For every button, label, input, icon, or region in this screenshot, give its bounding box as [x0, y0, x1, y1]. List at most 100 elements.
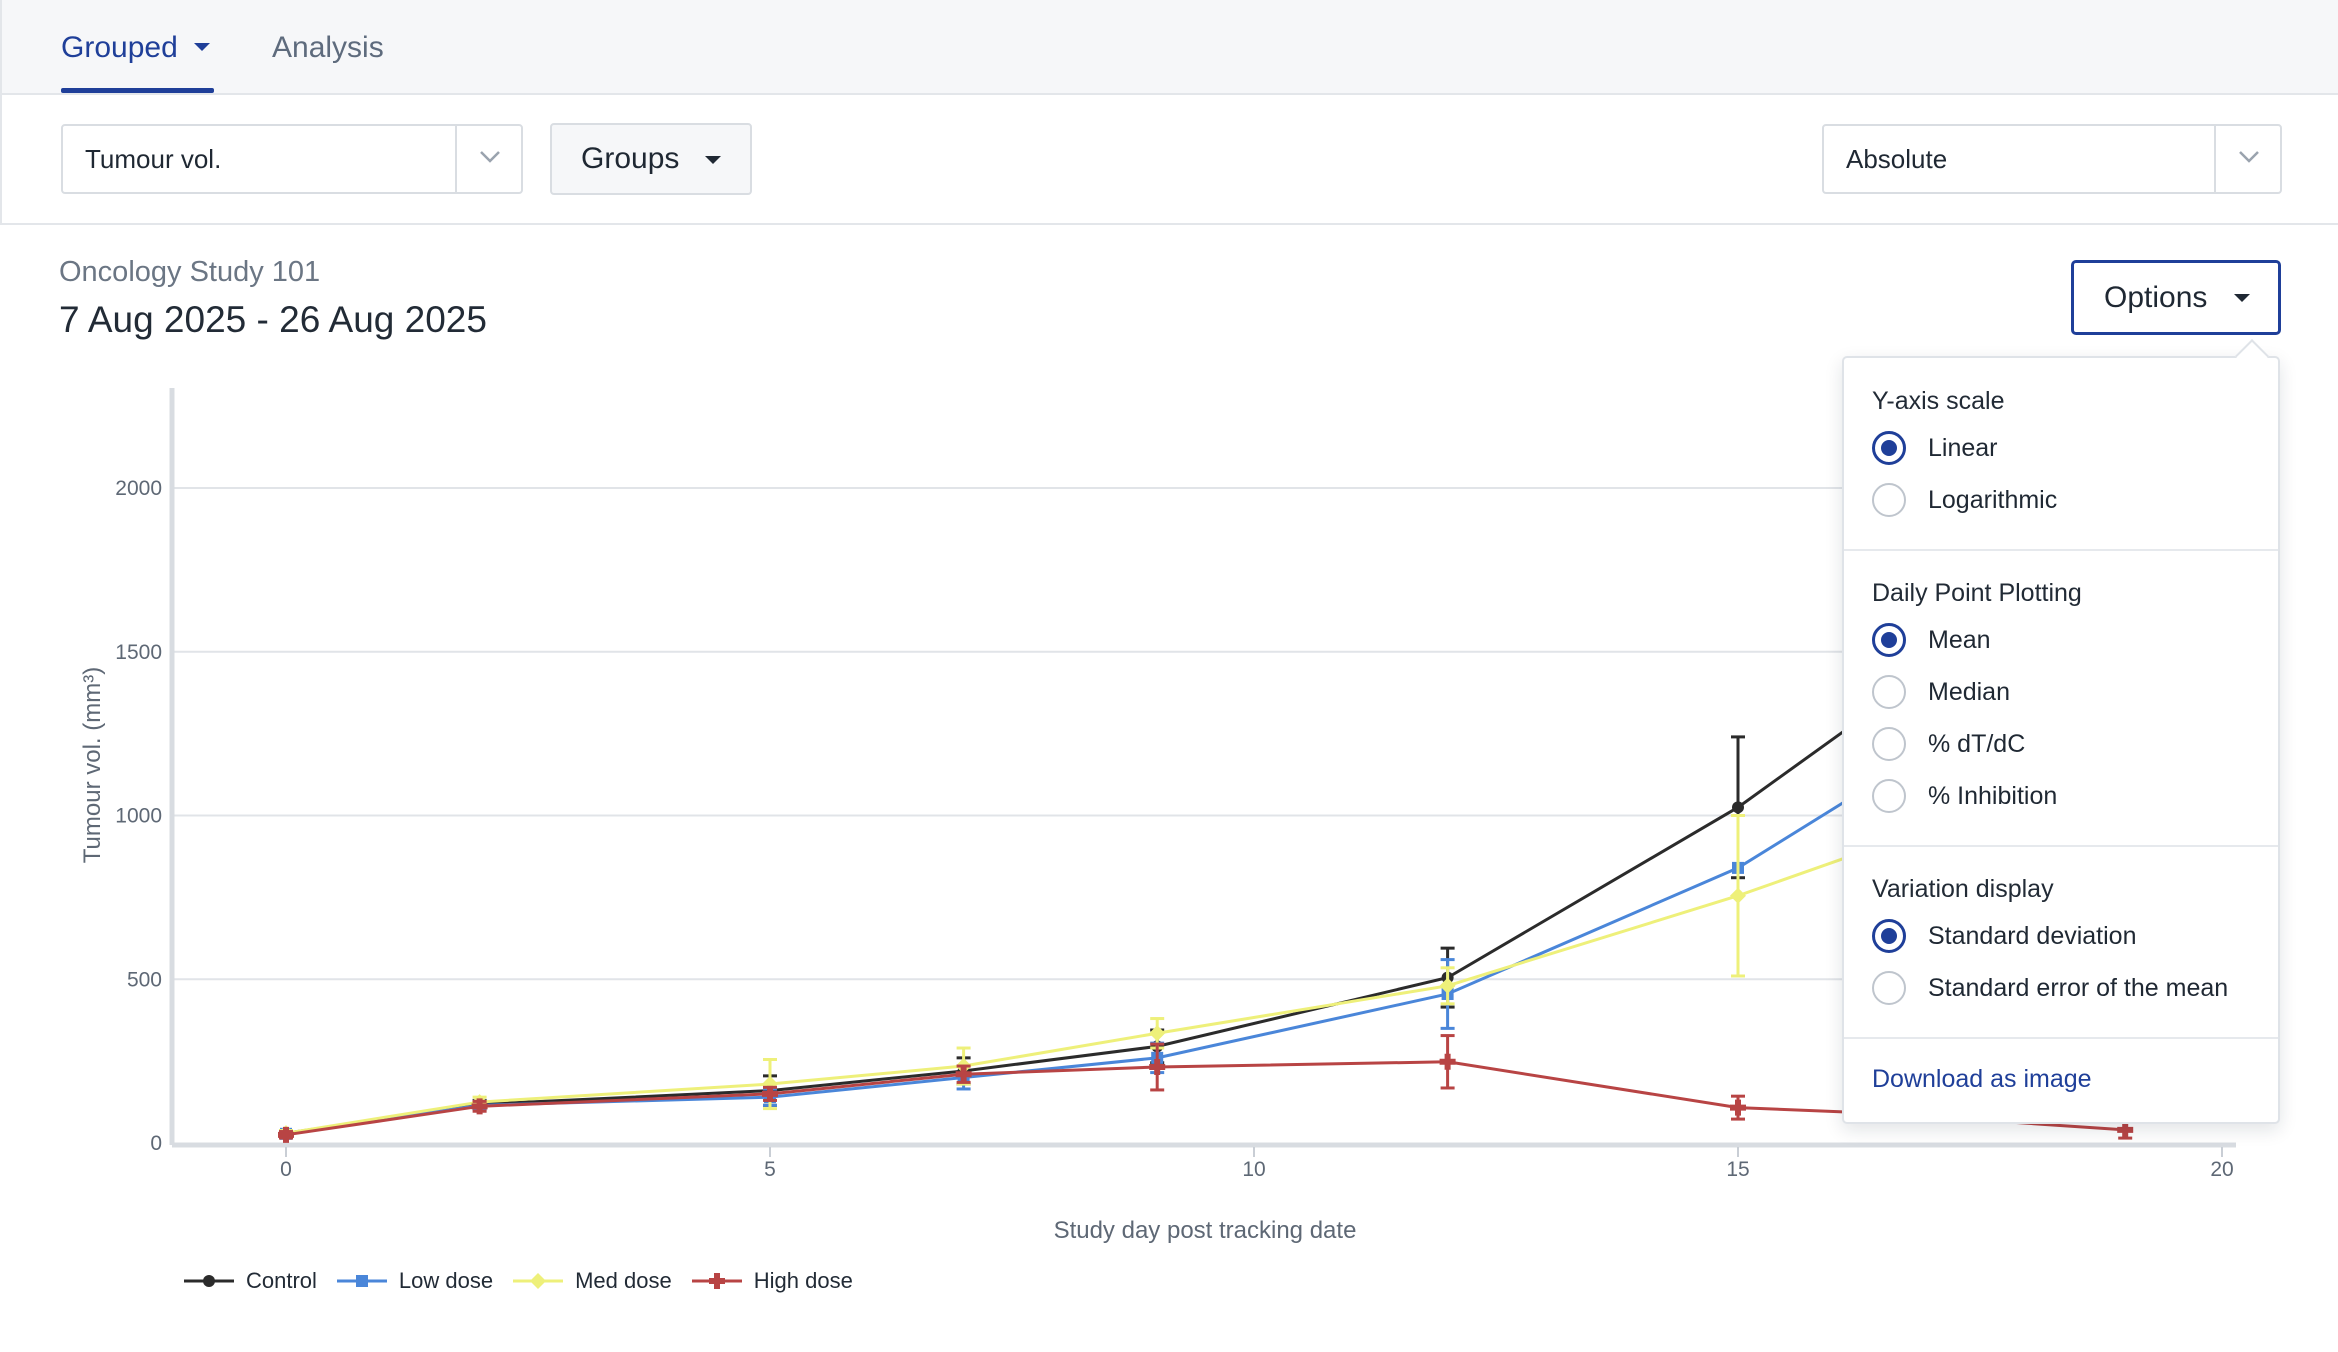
tab-grouped[interactable]: Grouped: [61, 28, 210, 68]
radio-label: % Inhibition: [1928, 781, 2058, 810]
data-point: [471, 1098, 488, 1115]
section-title-variation-display: Variation display: [1872, 875, 2054, 903]
y-tick-label: 1000: [115, 805, 162, 828]
section-title-y-axis-scale: Y-axis scale: [1872, 387, 2005, 415]
radio-label: Mean: [1928, 625, 1991, 654]
legend-item-high-dose[interactable]: High dose: [690, 1268, 853, 1294]
radio-label: Standard error of the mean: [1928, 973, 2229, 1002]
study-name: Oncology Study 101: [59, 256, 321, 288]
radio-unselected-icon[interactable]: [1872, 727, 1906, 761]
data-point: [1149, 1025, 1166, 1042]
tab-analysis-label: Analysis: [272, 31, 384, 64]
radio-option-logarithmic[interactable]: Logarithmic: [1872, 482, 2057, 518]
legend-swatch-icon: [691, 1273, 742, 1289]
radio-unselected-icon[interactable]: [1872, 675, 1906, 709]
radio-option-mean[interactable]: Mean: [1872, 622, 1991, 658]
legend-label: Control: [246, 1268, 317, 1293]
radio-selected-icon[interactable]: [1872, 431, 1906, 465]
panel-divider: [1844, 1037, 2278, 1039]
legend-swatch-icon: [513, 1273, 564, 1289]
y-tick-label: 0: [150, 1132, 162, 1155]
tab-analysis[interactable]: Analysis: [272, 28, 384, 68]
tab-bar: Grouped Analysis: [0, 0, 2338, 95]
tumour-volume-chart: 0 500 1000 1500 2000 0 5 10 15 20 Study day post …: [0, 360, 2338, 1260]
caret-down-icon: [2234, 294, 2250, 302]
scale-select-toggle[interactable]: [2214, 126, 2280, 192]
radio-option-inhibition[interactable]: % Inhibition: [1872, 778, 2057, 814]
legend-item-med-dose[interactable]: Med dose: [511, 1268, 672, 1294]
groups-button-label: Groups: [581, 142, 680, 175]
metric-select-value: Tumour vol.: [85, 144, 222, 174]
data-point: [1730, 1099, 1746, 1116]
radio-selected-icon[interactable]: [1872, 919, 1906, 953]
radio-selected-icon[interactable]: [1872, 623, 1906, 657]
radio-option-median[interactable]: Median: [1872, 674, 2010, 710]
y-tick-label: 500: [127, 968, 162, 991]
legend-label: Low dose: [398, 1268, 494, 1293]
radio-label: Logarithmic: [1928, 485, 2058, 514]
panel-pointer: [2235, 339, 2269, 373]
metric-select-toggle[interactable]: [455, 126, 521, 192]
radio-label: Median: [1928, 677, 2010, 706]
series-high-dose: [278, 1034, 2134, 1143]
metric-select[interactable]: Tumour vol.: [61, 124, 523, 194]
x-axis-label: Study day post tracking date: [1054, 1217, 1357, 1244]
tab-grouped-label: Grouped: [61, 31, 178, 64]
options-button[interactable]: Options: [2071, 260, 2281, 335]
radio-option-standard-error[interactable]: Standard error of the mean: [1872, 970, 2228, 1006]
series-line: [285, 853, 1855, 1135]
scale-select[interactable]: Absolute: [1822, 124, 2282, 194]
legend-swatch-icon: [336, 1275, 387, 1287]
radio-option-standard-deviation[interactable]: Standard deviation: [1872, 918, 2136, 954]
legend-marker: [355, 1275, 368, 1287]
chevron-down-icon: [480, 151, 500, 163]
x-tick-label: 20: [2210, 1158, 2233, 1181]
legend-marker: [203, 1275, 215, 1287]
chart-legend: Control Low dose Med dose High dose: [182, 1266, 871, 1296]
controls-bar: Tumour vol. Groups Absolute: [0, 95, 2338, 225]
legend-marker: [530, 1273, 547, 1289]
radio-option-linear[interactable]: Linear: [1872, 430, 1998, 466]
legend-label: High dose: [753, 1268, 853, 1293]
active-tab-indicator: [61, 88, 214, 93]
legend-item-low-dose[interactable]: Low dose: [335, 1268, 493, 1294]
radio-label: % dT/dC: [1928, 729, 2026, 758]
data-point: [278, 1126, 294, 1143]
data-point: [1439, 1053, 1456, 1070]
radio-label: Standard deviation: [1928, 921, 2137, 950]
groups-button[interactable]: Groups: [550, 123, 752, 195]
radio-option-dt-dc[interactable]: % dT/dC: [1872, 726, 2025, 762]
y-axis-label: Tumour vol. (mm³): [79, 667, 106, 863]
legend-label: Med dose: [575, 1268, 672, 1293]
x-tick-label: 0: [280, 1158, 292, 1181]
series-low-dose: [279, 789, 1861, 1140]
x-tick-label: 15: [1726, 1158, 1749, 1181]
data-point: [1730, 887, 1746, 904]
data-point: [762, 1076, 778, 1093]
data-point: [762, 1085, 778, 1102]
radio-unselected-icon[interactable]: [1872, 971, 1906, 1005]
legend-marker: [708, 1273, 725, 1289]
scale-select-value: Absolute: [1846, 144, 1948, 174]
radio-unselected-icon[interactable]: [1872, 483, 1906, 517]
radio-label: Linear: [1928, 433, 1998, 462]
y-tick-label: 2000: [115, 477, 162, 500]
section-title-daily-point-plotting: Daily Point Plotting: [1872, 579, 2082, 607]
y-tick-label: 1500: [115, 641, 162, 664]
download-image-link[interactable]: Download as image: [1872, 1065, 2092, 1093]
legend-item-control[interactable]: Control: [182, 1268, 317, 1294]
data-point: [955, 1066, 972, 1083]
options-panel: Y-axis scale Linear Logarithmic Daily Po…: [1842, 339, 2280, 1124]
chart-axes: 0 500 1000 1500 2000 0 5 10 15 20: [115, 388, 2236, 1181]
options-button-label: Options: [2104, 281, 2208, 314]
panel-divider: [1844, 845, 2278, 847]
caret-down-icon: [705, 156, 721, 164]
data-point: [1149, 1059, 1166, 1076]
radio-unselected-icon[interactable]: [1872, 779, 1906, 813]
chart-svg: 0 500 1000 1500 2000 0 5 10 15 20 Study day post …: [79, 388, 2236, 1244]
x-tick-label: 5: [764, 1158, 776, 1181]
data-point: [1732, 801, 1744, 814]
series-control: [279, 717, 1861, 1140]
panel-divider: [1844, 549, 2278, 551]
data-point: [2117, 1121, 2134, 1138]
